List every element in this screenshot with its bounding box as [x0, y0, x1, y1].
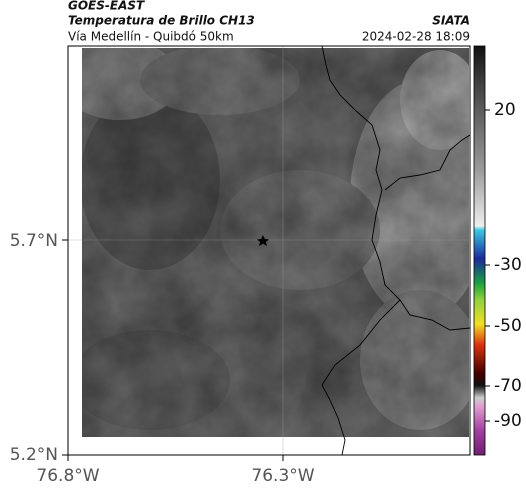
colorbar-label: -30 [494, 255, 522, 275]
agency: SIATA [432, 14, 470, 28]
location-marker [257, 235, 269, 246]
colorbar [473, 45, 486, 456]
lon-label: 76.3°W [251, 466, 314, 486]
subtitle: Vía Medellín - Quibdó 50km [68, 30, 234, 44]
timestamp: 2024-02-28 18:09 [362, 30, 470, 44]
colorbar-label: 20 [494, 100, 516, 120]
colorbar-label: -90 [494, 411, 522, 431]
border-line [321, 299, 401, 456]
lon-label: 76.8°W [36, 466, 99, 486]
colorbar-label: -50 [494, 316, 522, 336]
lat-label: 5.2°N [10, 445, 58, 465]
map-frame [67, 45, 471, 456]
title: Temperatura de Brillo CH13 [68, 14, 255, 28]
colorbar-label: -70 [494, 376, 522, 396]
colorbar-ticks: 20 -30 -50 -70 -90 [485, 100, 522, 431]
border-line [321, 45, 471, 331]
border-line [384, 134, 471, 191]
source: GOES-EAST [68, 0, 145, 13]
lat-label: 5.7°N [10, 231, 58, 251]
satellite-image [82, 48, 469, 437]
